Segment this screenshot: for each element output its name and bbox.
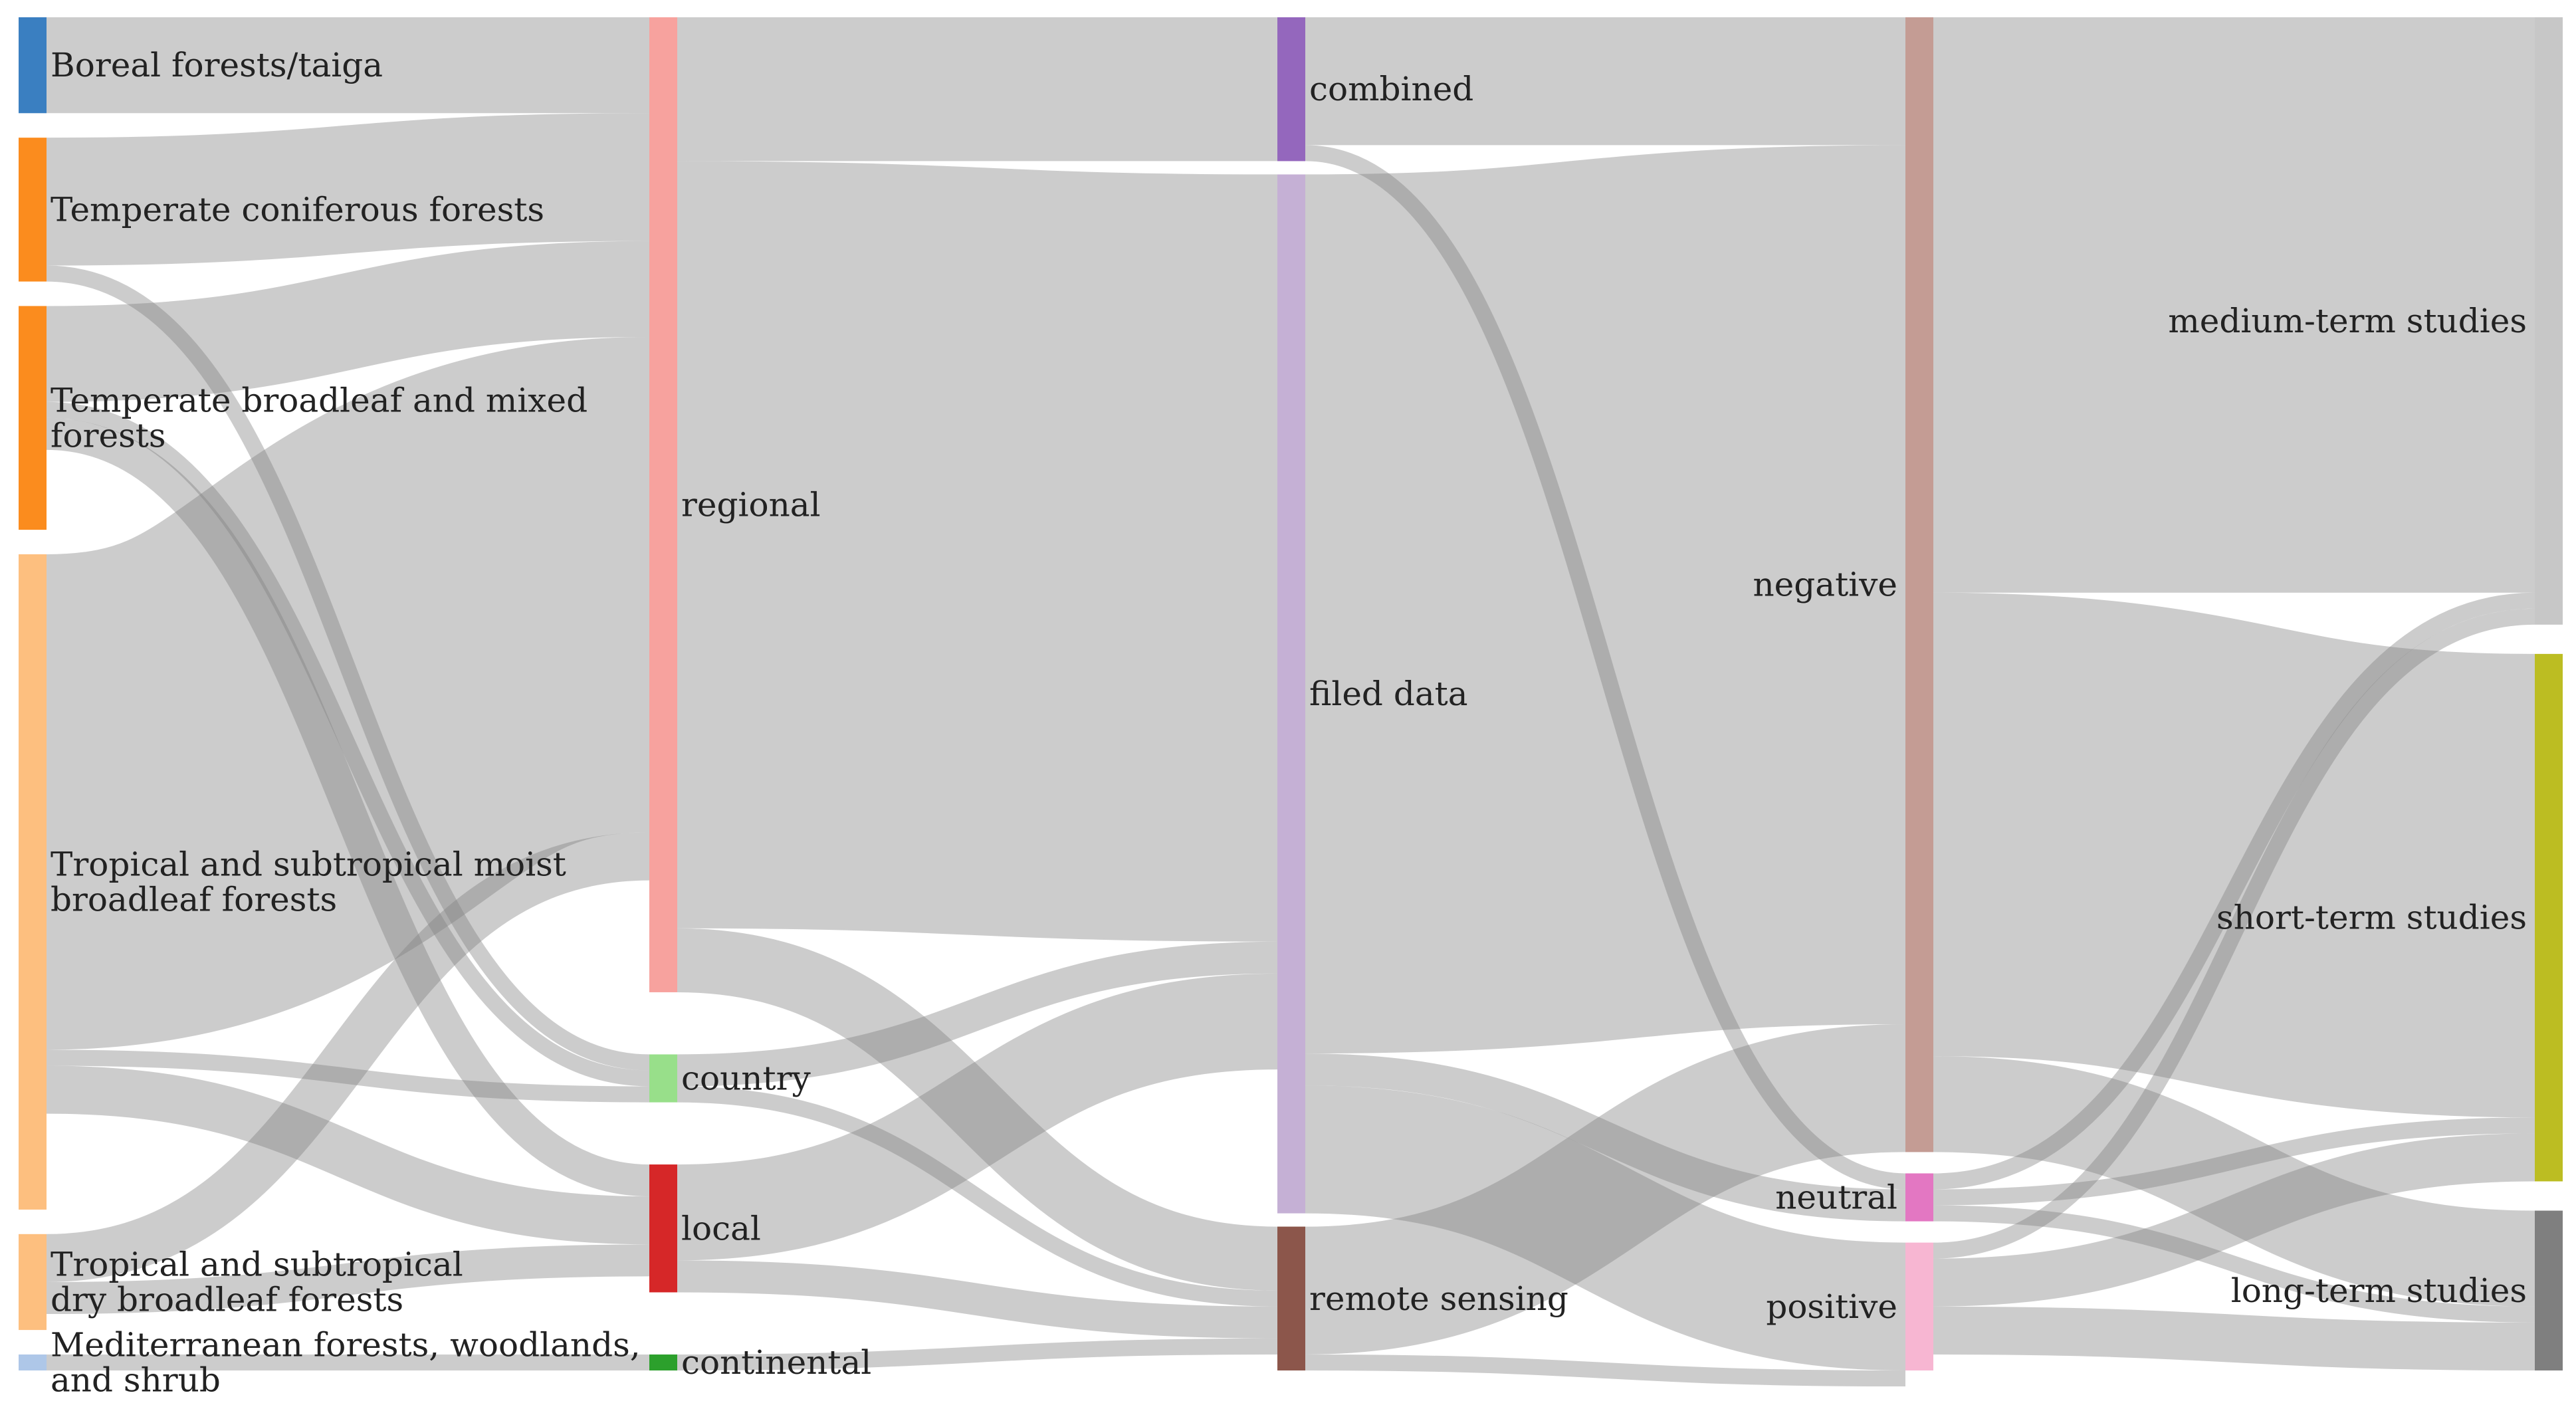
- link-remote-to-positive: [1305, 1354, 1906, 1387]
- link-temp_broad-to-regional: [46, 241, 650, 402]
- link-local-to-remote: [677, 1260, 1278, 1339]
- node-label-line: Tropical and subtropical moist: [51, 845, 566, 883]
- node-label-line: positive: [1766, 1287, 1897, 1326]
- node-filed: [1277, 174, 1305, 1214]
- node-local: [649, 1164, 677, 1293]
- link-filed-to-positive: [1305, 1085, 1906, 1371]
- node-label-country: country: [681, 1059, 811, 1098]
- link-trop_moist-to-country: [46, 1049, 650, 1103]
- node-combined: [1277, 17, 1305, 162]
- node-label-line: Temperate coniferous forests: [51, 190, 544, 229]
- node-label-medium: medium-term studies: [2168, 302, 2527, 340]
- node-label-line: filed data: [1309, 675, 1468, 713]
- link-positive-to-short: [1933, 1133, 2535, 1307]
- link-continental-to-remote: [677, 1338, 1278, 1371]
- node-boreal: [19, 17, 47, 114]
- node-label-line: dry broadleaf forests: [51, 1280, 403, 1319]
- sankey-links: [42, 17, 2535, 1387]
- node-label-neutral: neutral: [1775, 1178, 1897, 1217]
- node-remote: [1277, 1226, 1305, 1370]
- node-label-line: broadleaf forests: [51, 880, 337, 919]
- node-regional: [649, 17, 677, 992]
- link-regional-to-remote: [677, 928, 1278, 1291]
- node-negative: [1905, 17, 1933, 1152]
- node-temp_conif: [19, 138, 47, 282]
- node-country: [649, 1054, 677, 1103]
- link-negative-to-long: [1933, 1056, 2535, 1307]
- link-country-to-filed: [677, 941, 1278, 1087]
- node-trop_moist: [19, 554, 47, 1210]
- link-negative-to-short: [1933, 592, 2535, 1118]
- node-label-trop_dry: Tropical and subtropical dry broadleaf fo…: [51, 1245, 463, 1319]
- link-temp_conif-to-regional: [46, 113, 650, 266]
- link-regional-to-filed: [677, 161, 1278, 942]
- node-label-line: and shrub: [51, 1361, 221, 1399]
- link-country-to-remote: [677, 1086, 1278, 1307]
- node-label-line: Boreal forests/taiga: [51, 46, 383, 84]
- node-label-line: neutral: [1775, 1178, 1897, 1217]
- node-label-line: Tropical and subtropical: [51, 1245, 463, 1283]
- node-label-negative: negative: [1753, 566, 1897, 604]
- node-label-local: local: [681, 1209, 761, 1248]
- node-long: [2535, 1210, 2563, 1370]
- link-positive-to-long: [1933, 1306, 2535, 1371]
- node-temp_broad: [19, 306, 47, 530]
- node-label-temp_conif: Temperate coniferous forests: [51, 190, 544, 229]
- node-label-remote: remote sensing: [1309, 1279, 1568, 1318]
- link-combined-to-neutral: [1305, 145, 1906, 1190]
- node-label-line: forests: [51, 416, 166, 455]
- node-label-long: long-term studies: [2231, 1271, 2527, 1310]
- node-mediterranean: [19, 1354, 47, 1370]
- node-neutral: [1905, 1173, 1933, 1222]
- node-label-line: long-term studies: [2231, 1271, 2527, 1310]
- node-label-line: country: [681, 1059, 811, 1098]
- link-neutral-to-medium: [1933, 592, 2535, 1190]
- node-label-line: combined: [1309, 70, 1473, 108]
- node-label-temp_broad: Temperate broadleaf and mixed forests: [51, 381, 588, 455]
- link-trop_dry-to-local: [46, 1244, 650, 1315]
- node-label-line: Mediterranean forests, woodlands,: [51, 1325, 641, 1364]
- link-filed-to-neutral: [1305, 1053, 1906, 1222]
- node-label-line: remote sensing: [1309, 1279, 1568, 1318]
- link-temp_broad-to-country: [46, 401, 650, 1087]
- node-positive: [1905, 1242, 1933, 1370]
- node-label-positive: positive: [1766, 1287, 1897, 1326]
- link-neutral-to-short: [1933, 1117, 2535, 1206]
- link-temp_broad-to-local: [46, 417, 650, 1197]
- node-label-line: local: [681, 1209, 761, 1248]
- node-label-trop_moist: Tropical and subtropical moist broadleaf …: [51, 845, 566, 919]
- link-local-to-filed: [677, 973, 1278, 1261]
- link-temp_conif-to-country: [46, 265, 650, 1071]
- node-short: [2535, 653, 2563, 1182]
- link-positive-to-medium: [1933, 608, 2535, 1259]
- link-filed-to-negative: [1305, 145, 1906, 1054]
- link-remote-to-negative: [1305, 1024, 1906, 1355]
- link-trop_moist-to-regional: [42, 336, 654, 1050]
- node-label-regional: regional: [681, 485, 821, 524]
- node-label-line: short-term studies: [2216, 899, 2527, 937]
- node-label-short: short-term studies: [2216, 899, 2527, 937]
- node-label-filed: filed data: [1309, 675, 1468, 713]
- link-trop_dry-to-regional: [46, 832, 650, 1282]
- node-label-line: regional: [681, 485, 821, 524]
- node-trop_dry: [19, 1234, 47, 1331]
- node-label-continental: continental: [681, 1343, 871, 1382]
- link-trop_moist-to-local: [46, 1065, 650, 1245]
- node-label-line: Temperate broadleaf and mixed: [51, 381, 588, 419]
- node-label-line: medium-term studies: [2168, 302, 2527, 340]
- node-medium: [2535, 17, 2563, 625]
- node-label-combined: combined: [1309, 70, 1473, 108]
- sankey-labels: Boreal forests/taiga Temperate coniferous…: [51, 46, 2527, 1399]
- node-label-mediterranean: Mediterranean forests, woodlands, and shr…: [51, 1325, 641, 1399]
- node-continental: [649, 1354, 677, 1370]
- node-label-line: negative: [1753, 566, 1897, 604]
- node-label-boreal: Boreal forests/taiga: [51, 46, 383, 84]
- sankey-nodes: [19, 17, 2563, 1370]
- node-label-line: continental: [681, 1343, 871, 1382]
- link-neutral-to-long: [1933, 1205, 2535, 1323]
